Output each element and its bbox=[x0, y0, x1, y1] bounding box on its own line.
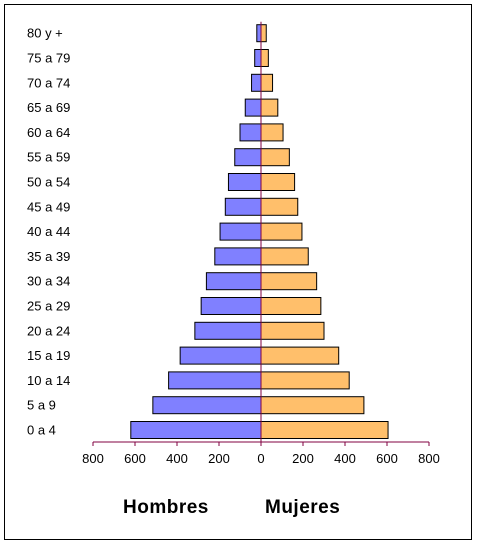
bar-mujeres-60-a-64 bbox=[260, 123, 284, 142]
bar-mujeres-25-a-29 bbox=[260, 297, 322, 315]
chart-frame: 0 a 4 5 a 9 10 a 14 15 a 19 20 a 24 25 a 29 30… bbox=[4, 4, 472, 540]
bar-hombres-25-a-29 bbox=[200, 297, 262, 315]
age-label-10-a-14: 10 a 14 bbox=[27, 373, 70, 388]
bar-hombres-45-a-49 bbox=[224, 197, 262, 216]
bar-mujeres-75-a-79 bbox=[260, 49, 269, 67]
bar-hombres-80-y bbox=[256, 24, 262, 43]
bar-mujeres-0-a-4 bbox=[260, 421, 389, 439]
bar-hombres-20-a-24 bbox=[194, 321, 262, 340]
x-tick-label: 200 bbox=[292, 451, 314, 466]
x-tick-label: 600 bbox=[124, 451, 146, 466]
bar-mujeres-45-a-49 bbox=[260, 197, 299, 216]
bar-mujeres-55-a-59 bbox=[260, 148, 290, 167]
bar-hombres-55-a-59 bbox=[234, 148, 262, 167]
age-label-55-a-59: 55 a 59 bbox=[27, 150, 70, 165]
bar-hombres-15-a-19 bbox=[179, 346, 262, 365]
x-tick-label: 0 bbox=[257, 451, 264, 466]
age-label-25-a-29: 25 a 29 bbox=[27, 299, 70, 314]
bar-hombres-70-a-74 bbox=[251, 73, 262, 92]
age-label-75-a-79: 75 a 79 bbox=[27, 51, 70, 66]
bar-mujeres-40-a-44 bbox=[260, 222, 303, 241]
age-label-35-a-39: 35 a 39 bbox=[27, 249, 70, 264]
legend-mujeres-label: Mujeres bbox=[265, 497, 341, 518]
bar-mujeres-65-a-69 bbox=[260, 98, 279, 117]
age-label-50-a-54: 50 a 54 bbox=[27, 175, 70, 190]
age-label-45-a-49: 45 a 49 bbox=[27, 199, 70, 214]
legend-hombres-label: Hombres bbox=[123, 497, 209, 518]
age-label-65-a-69: 65 a 69 bbox=[27, 100, 70, 115]
bar-mujeres-35-a-39 bbox=[260, 247, 309, 266]
bar-mujeres-10-a-14 bbox=[260, 371, 350, 390]
age-label-80-y: 80 y + bbox=[27, 26, 63, 41]
bar-hombres-40-a-44 bbox=[219, 222, 262, 241]
population-pyramid-chart: 0 a 4 5 a 9 10 a 14 15 a 19 20 a 24 25 a 29 30… bbox=[27, 21, 440, 466]
bar-hombres-50-a-54 bbox=[227, 173, 262, 191]
bar-hombres-10-a-14 bbox=[168, 371, 262, 390]
x-tick-label: 400 bbox=[334, 451, 356, 466]
bar-mujeres-20-a-24 bbox=[260, 321, 325, 340]
age-label-15-a-19: 15 a 19 bbox=[27, 348, 70, 363]
age-label-40-a-44: 40 a 44 bbox=[27, 224, 70, 239]
bar-mujeres-80-y bbox=[260, 24, 267, 43]
age-label-70-a-74: 70 a 74 bbox=[27, 75, 70, 90]
x-tick-label: 200 bbox=[208, 451, 230, 466]
x-tick-label: 600 bbox=[376, 451, 398, 466]
bar-mujeres-5-a-9 bbox=[260, 396, 365, 415]
age-label-0-a-4: 0 a 4 bbox=[27, 423, 56, 438]
bar-mujeres-70-a-74 bbox=[260, 73, 274, 92]
bar-hombres-60-a-64 bbox=[239, 123, 262, 142]
bar-mujeres-15-a-19 bbox=[260, 346, 340, 365]
bar-mujeres-50-a-54 bbox=[260, 173, 296, 191]
bar-hombres-65-a-69 bbox=[244, 98, 262, 117]
age-label-5-a-9: 5 a 9 bbox=[27, 398, 56, 413]
bar-hombres-5-a-9 bbox=[152, 396, 262, 415]
x-tick-label: 800 bbox=[82, 451, 104, 466]
age-label-30-a-34: 30 a 34 bbox=[27, 274, 70, 289]
bar-hombres-75-a-79 bbox=[254, 49, 262, 67]
bar-mujeres-30-a-34 bbox=[260, 272, 318, 291]
age-label-60-a-64: 60 a 64 bbox=[27, 125, 70, 140]
bar-hombres-35-a-39 bbox=[214, 247, 262, 266]
bar-hombres-30-a-34 bbox=[205, 272, 262, 291]
x-tick-label: 800 bbox=[418, 451, 440, 466]
bar-hombres-0-a-4 bbox=[130, 421, 262, 439]
x-tick-label: 400 bbox=[166, 451, 188, 466]
age-label-20-a-24: 20 a 24 bbox=[27, 323, 70, 338]
